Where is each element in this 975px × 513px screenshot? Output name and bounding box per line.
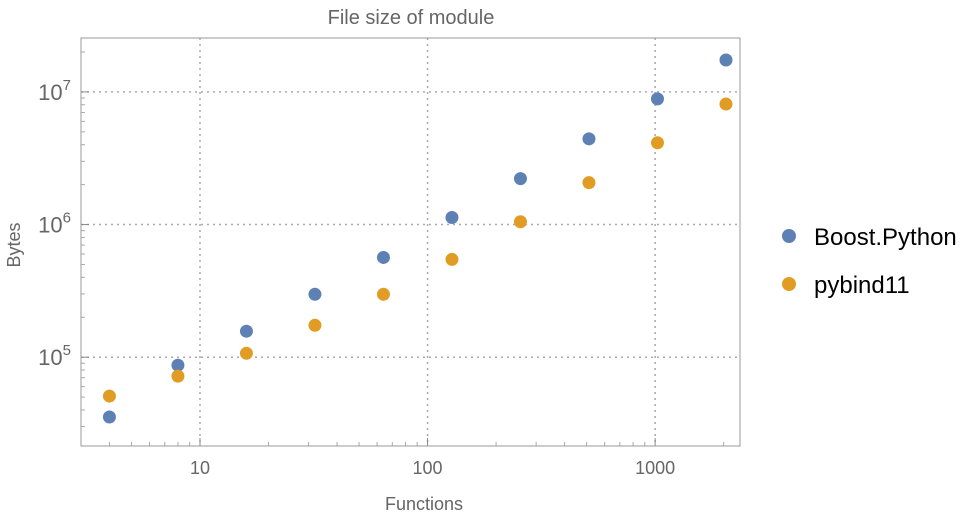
point-boost-python [445, 211, 459, 225]
x-axis-label: Functions [385, 494, 463, 513]
y-tick-label: 105 [38, 342, 71, 370]
legend-marker [782, 277, 796, 291]
legend-marker [782, 229, 796, 243]
point-pybind11 [171, 369, 185, 383]
data-points [102, 53, 733, 424]
point-pybind11 [445, 252, 459, 266]
point-boost-python [513, 172, 527, 186]
x-tick-label: 100 [413, 458, 443, 478]
point-boost-python [239, 324, 253, 338]
x-tick-label: 1000 [635, 458, 675, 478]
point-boost-python [102, 410, 116, 424]
point-boost-python [308, 287, 322, 301]
point-pybind11 [102, 389, 116, 403]
legend: Boost.Python pybind11 [782, 224, 957, 299]
point-pybind11 [239, 346, 253, 360]
point-pybind11 [650, 136, 664, 150]
point-boost-python [171, 358, 185, 372]
legend-label: Boost.Python [814, 224, 957, 251]
point-boost-python [650, 92, 664, 106]
point-pybind11 [376, 287, 390, 301]
point-boost-python [582, 132, 596, 146]
plot-frame [80, 37, 741, 447]
legend-label: pybind11 [814, 272, 910, 299]
point-boost-python [719, 53, 733, 67]
grid [81, 38, 740, 446]
ticks: 10 100 1000 105 106 107 [38, 51, 725, 478]
point-pybind11 [719, 97, 733, 111]
chart-title: File size of module [328, 7, 495, 29]
y-tick-label: 107 [38, 77, 71, 105]
x-tick-label: 10 [190, 458, 210, 478]
y-tick-label: 106 [38, 210, 71, 238]
point-pybind11 [582, 176, 596, 190]
y-axis-label: Bytes [4, 222, 24, 267]
point-pybind11 [308, 318, 322, 332]
point-boost-python [376, 250, 390, 264]
point-pybind11 [513, 215, 527, 229]
